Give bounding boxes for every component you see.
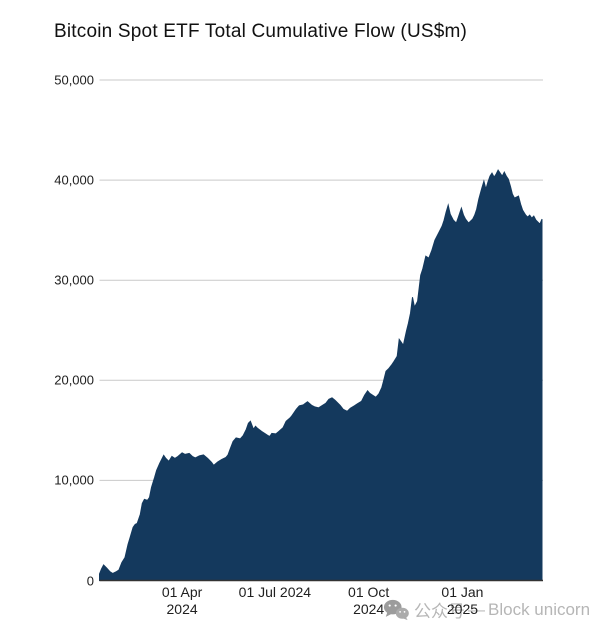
cumulative-flow-area [99,169,543,581]
chart-title: Bitcoin Spot ETF Total Cumulative Flow (… [54,21,468,42]
watermark-separator: — [468,599,485,619]
watermark-text-en: Block unicorn [488,599,591,619]
watermark: 公众号 — Block unicorn [383,597,590,622]
watermark-text-cn: 公众号 [414,602,465,621]
wechat-icon [383,599,409,621]
